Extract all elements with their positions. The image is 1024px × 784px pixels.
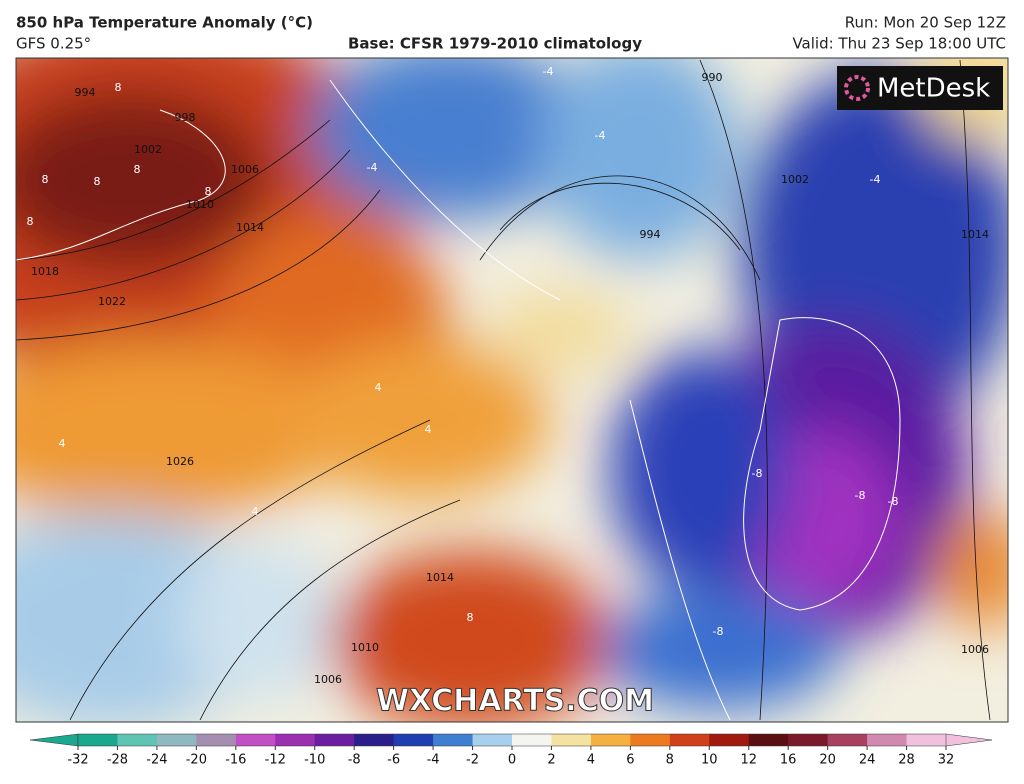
anomaly-label: -8 [713, 625, 724, 638]
colorbar-segment [156, 734, 197, 746]
colorbar-segment [78, 734, 118, 746]
colorbar-segment [867, 734, 908, 746]
colorbar-segment [314, 734, 355, 746]
colorbar-segment [590, 734, 631, 746]
colorbar-tick-label: 16 [780, 753, 797, 768]
logo-icon [844, 75, 870, 101]
colorbar-segment [827, 734, 868, 746]
anomaly-label: -4 [870, 173, 881, 186]
anomaly-label: -8 [855, 489, 866, 502]
colorbar-segment [117, 734, 158, 746]
isobar-label: 1022 [98, 295, 126, 308]
colorbar-segment [472, 734, 513, 746]
colorbar-tick-label: 12 [740, 753, 757, 768]
anomaly-label: 8 [467, 611, 474, 624]
anomaly-label: -8 [888, 495, 899, 508]
colorbar-segment [512, 734, 552, 746]
colorbar-tick-label: 2 [547, 753, 555, 768]
anomaly-label: -8 [752, 467, 763, 480]
anomaly-label: 8 [94, 175, 101, 188]
colorbar-arrow-left [29, 733, 79, 747]
colorbar-segment [235, 734, 276, 746]
isobar-label: 1006 [961, 643, 989, 656]
anomaly-label: -4 [543, 65, 554, 78]
colorbar-segment [393, 734, 434, 746]
isobar-label: 990 [702, 71, 723, 84]
colorbar-segment [709, 734, 750, 746]
colorbar-tick-label: 8 [666, 753, 674, 768]
colorbar-segment [788, 734, 829, 746]
anomaly-label: 4 [59, 437, 66, 450]
colorbar-tick-label: 0 [508, 753, 516, 768]
valid: Valid: Thu 23 Sep 18:00 UTC [792, 35, 1006, 53]
anomaly-label: 8 [134, 163, 141, 176]
isobar-label: 1006 [231, 163, 259, 176]
colorbar-tick-label: -16 [225, 753, 246, 768]
colorbar-tick-label: -32 [67, 753, 88, 768]
colorbar-segment [906, 734, 947, 746]
colorbar-tick-label: 24 [859, 753, 876, 768]
colorbar-tick-label: -12 [265, 753, 286, 768]
colorbar-segment [275, 734, 316, 746]
isobar-label: 994 [640, 228, 661, 241]
isobar-label: 994 [75, 86, 96, 99]
colorbar-tick-label: 10 [701, 753, 718, 768]
isobar-label: 1014 [426, 571, 454, 584]
colorbar-segment [748, 734, 789, 746]
isobar-label: 1026 [166, 455, 194, 468]
map: 994 998 1002 1006 1010 1014 1018 1022 1026 1014 10… [16, 58, 1008, 722]
title: 850 hPa Temperature Anomaly (°C) [16, 14, 313, 32]
colorbar-tick-label: 32 [938, 753, 955, 768]
isobars [16, 59, 991, 721]
anomaly-label: -4 [367, 161, 378, 174]
colorbar-tick-label: -10 [304, 753, 325, 768]
anomaly-label: 8 [205, 185, 212, 198]
logo-box [837, 66, 1003, 110]
base: Base: CFSR 1979-2010 climatology [348, 35, 642, 53]
isobar-label: 1014 [961, 228, 989, 241]
watermark: WXCHARTS.COM [376, 684, 654, 719]
colorbar-tick-label: 4 [587, 753, 595, 768]
model: GFS 0.25° [16, 35, 91, 53]
anomaly-label: 8 [27, 215, 34, 228]
colorbar-segment [196, 734, 237, 746]
anomaly-label: 4 [375, 381, 382, 394]
map-frame [15, 57, 1009, 723]
colorbar-tick-label: 28 [898, 753, 915, 768]
logo: MetDesk [877, 74, 990, 104]
anomaly-label: 8 [42, 173, 49, 186]
anomaly-label: 8 [115, 81, 122, 94]
colorbar-tick-label: -28 [107, 753, 128, 768]
colorbar-tick-label: -2 [466, 753, 479, 768]
colorbar-tick-label: 20 [819, 753, 836, 768]
isobar-label: 1010 [186, 198, 214, 211]
colorbar-tick-label: -8 [348, 753, 361, 768]
anomaly-contours [16, 79, 901, 721]
isobar-label: 1006 [314, 673, 342, 686]
isobar-label: 998 [175, 111, 196, 124]
colorbar-tick-label: -24 [146, 753, 167, 768]
isobar-label: 1018 [31, 265, 59, 278]
anomaly-label: -4 [595, 129, 606, 142]
colorbar-segment [551, 734, 592, 746]
colorbar-tick-label: -20 [186, 753, 207, 768]
colorbar-segment [669, 734, 710, 746]
isobar-label: 1010 [351, 641, 379, 654]
run: Run: Mon 20 Sep 12Z [845, 14, 1006, 32]
colorbar-segment [630, 734, 671, 746]
isobar-label: 1014 [236, 221, 264, 234]
isobar-label: 1002 [134, 143, 162, 156]
colorbar-tick-label: -4 [427, 753, 440, 768]
colorbar-segment [433, 734, 474, 746]
anomaly-label: 4 [252, 505, 259, 518]
anomaly-label: 4 [425, 423, 432, 436]
colorbar-tick-label: 6 [626, 753, 634, 768]
colorbar-tick-label: -6 [387, 753, 400, 768]
colorbar-arrow-right [945, 733, 993, 747]
isobar-label: 1002 [781, 173, 809, 186]
colorbar-segment [354, 734, 395, 746]
